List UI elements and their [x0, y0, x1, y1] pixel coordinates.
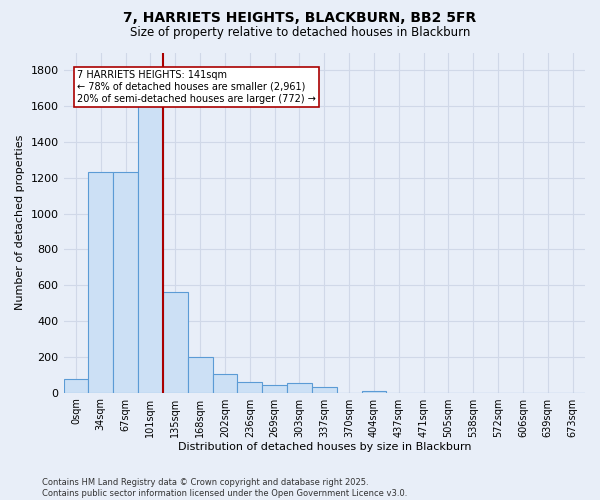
Bar — [212, 374, 238, 392]
Bar — [113, 172, 138, 392]
Bar — [138, 88, 163, 393]
Text: 7, HARRIETS HEIGHTS, BLACKBURN, BB2 5FR: 7, HARRIETS HEIGHTS, BLACKBURN, BB2 5FR — [124, 12, 476, 26]
Bar — [238, 382, 262, 392]
Bar — [262, 384, 287, 392]
Bar — [163, 292, 188, 392]
Bar — [287, 382, 312, 392]
Text: 7 HARRIETS HEIGHTS: 141sqm
← 78% of detached houses are smaller (2,961)
20% of s: 7 HARRIETS HEIGHTS: 141sqm ← 78% of deta… — [77, 70, 316, 104]
Bar — [88, 172, 113, 392]
Text: Size of property relative to detached houses in Blackburn: Size of property relative to detached ho… — [130, 26, 470, 39]
Bar — [362, 391, 386, 392]
X-axis label: Distribution of detached houses by size in Blackburn: Distribution of detached houses by size … — [178, 442, 471, 452]
Bar — [64, 379, 88, 392]
Y-axis label: Number of detached properties: Number of detached properties — [15, 135, 25, 310]
Bar — [312, 387, 337, 392]
Text: Contains HM Land Registry data © Crown copyright and database right 2025.
Contai: Contains HM Land Registry data © Crown c… — [42, 478, 407, 498]
Bar — [188, 357, 212, 392]
